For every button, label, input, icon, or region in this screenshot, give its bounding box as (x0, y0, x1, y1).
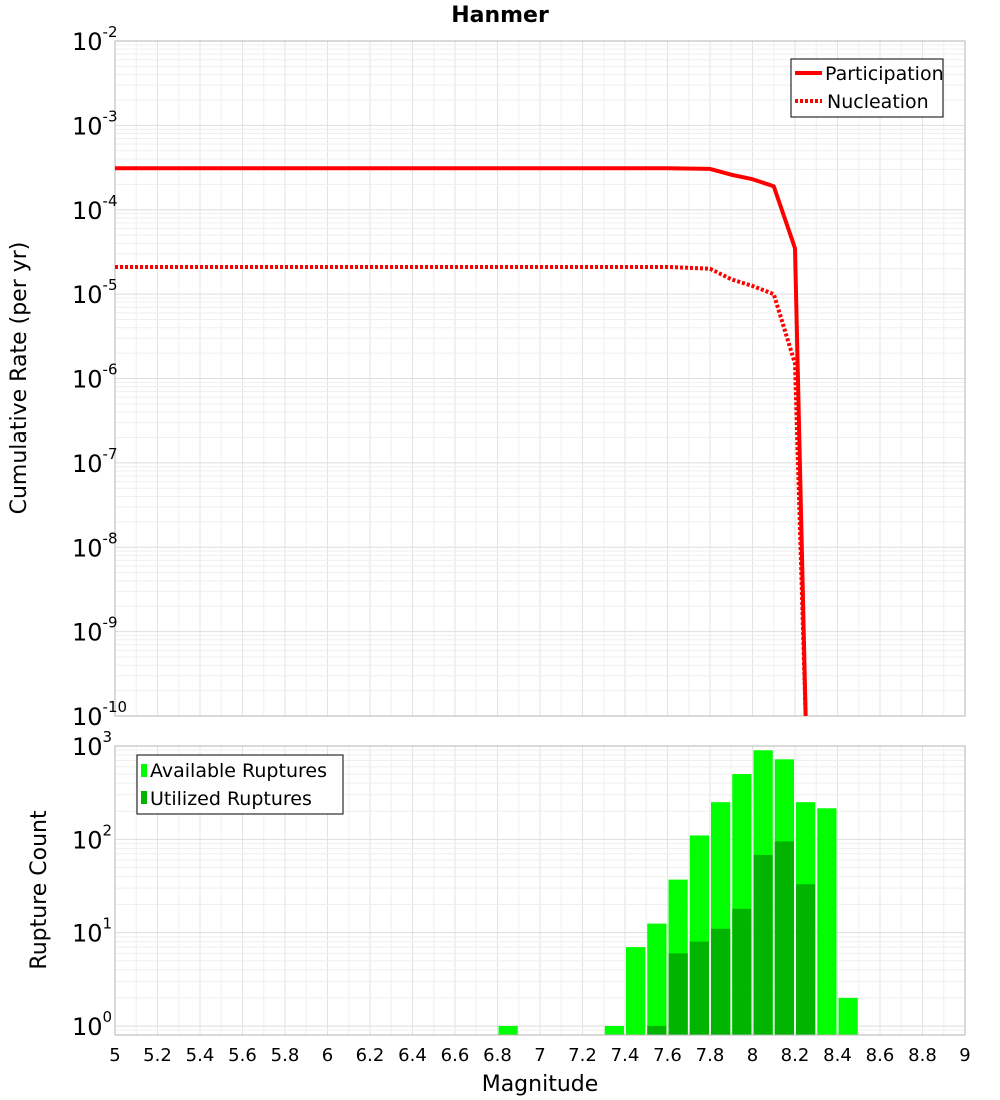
x-tick-label: 8.4 (823, 1045, 852, 1066)
top-y-tick-label: 10-5 (72, 276, 118, 309)
bar-available-ruptures (647, 923, 667, 1035)
legend-nucleation-label: Nucleation (827, 91, 929, 113)
bar-utilized-ruptures (668, 953, 688, 1035)
bar-utilized-ruptures (796, 884, 816, 1035)
bottom-y-tick-label: 100 (72, 1008, 112, 1041)
bar-utilized-ruptures (647, 1025, 667, 1035)
bottom-y-tick-label: 102 (72, 821, 112, 854)
x-tick-label: 7 (534, 1045, 545, 1066)
bar-available-ruptures (498, 1025, 518, 1035)
legend-utilized-swatch (141, 791, 147, 804)
bar-available-ruptures (604, 1025, 624, 1035)
x-tick-label: 5 (109, 1045, 120, 1066)
x-tick-label: 8 (747, 1045, 758, 1066)
x-tick-label: 6 (322, 1045, 333, 1066)
top-plot-frame (114, 40, 966, 717)
legend-utilized-label: Utilized Ruptures (150, 788, 312, 810)
top-y-tick-labels: 10-10 10-9 10-8 10-7 10-6 10-5 10-4 10-3 10-2 (72, 23, 127, 731)
bottom-legend: Available Ruptures Utilized Ruptures (136, 754, 344, 815)
top-grid (114, 41, 966, 717)
x-tick-label: 8.6 (866, 1045, 895, 1066)
bar-utilized-ruptures (732, 908, 752, 1035)
x-tick-label: 6.2 (356, 1045, 385, 1066)
top-y-axis-label: Cumulative Rate (per yr) (7, 242, 32, 515)
top-y-tick-label: 10-9 (72, 614, 118, 647)
x-tick-label: 8.8 (908, 1045, 937, 1066)
bottom-bars-group (498, 750, 858, 1035)
chart-title: Hanmer (451, 3, 549, 28)
x-tick-label: 6.8 (483, 1045, 512, 1066)
x-tick-label: 8.2 (781, 1045, 810, 1066)
x-tick-label: 6.6 (441, 1045, 470, 1066)
x-tick-label: 7.8 (696, 1045, 725, 1066)
x-tick-label: 5.2 (143, 1045, 172, 1066)
top-y-tick-label: 10-3 (72, 107, 118, 140)
series-line-participation (115, 166, 808, 717)
top-series-group (115, 166, 808, 717)
top-legend-box (790, 58, 944, 118)
legend-available-label: Available Ruptures (150, 760, 327, 782)
x-tick-label: 7.4 (611, 1045, 640, 1066)
top-y-tick-label: 10-4 (72, 192, 118, 225)
bar-utilized-ruptures (711, 928, 731, 1035)
x-tick-label: 7.6 (653, 1045, 682, 1066)
bar-utilized-ruptures (753, 854, 773, 1035)
x-tick-label: 5.6 (228, 1045, 257, 1066)
top-y-tick-label: 10-7 (72, 445, 118, 478)
top-y-tick-label: 10-2 (72, 23, 118, 56)
bottom-y-tick-label: 103 (72, 728, 112, 761)
top-y-tick-label: 10-6 (72, 361, 118, 394)
top-y-tick-label: 10-8 (72, 529, 118, 562)
bottom-y-axis-label: Rupture Count (27, 810, 52, 970)
series-line-nucleation (115, 264, 808, 717)
x-tick-label: 6.4 (398, 1045, 427, 1066)
x-tick-label: 5.4 (186, 1045, 215, 1066)
bottom-plot-frame (114, 745, 966, 1036)
x-tick-label: 9 (959, 1045, 970, 1066)
bottom-y-tick-labels: 100 101 102 103 (72, 728, 112, 1041)
x-tick-label: 5.8 (271, 1045, 300, 1066)
bottom-legend-box (136, 754, 344, 815)
legend-participation-label: Participation (825, 63, 944, 85)
bar-utilized-ruptures (689, 941, 709, 1035)
bar-available-ruptures (626, 947, 646, 1035)
x-tick-label: 7.2 (568, 1045, 597, 1066)
bottom-y-tick-label: 101 (72, 915, 112, 948)
bar-utilized-ruptures (774, 841, 794, 1035)
top-y-tick-label: 10-10 (72, 698, 127, 731)
bar-available-ruptures (838, 997, 858, 1035)
top-legend: Participation Nucleation (790, 58, 944, 118)
bar-available-ruptures (817, 808, 837, 1035)
x-axis-label: Magnitude (482, 1072, 599, 1097)
legend-available-swatch (141, 764, 147, 777)
x-tick-labels: 5 5.2 5.4 5.6 5.8 6 6.2 6.4 6.6 6.8 7 7.2 7.4 7.6 7.8 8… (109, 1045, 970, 1066)
